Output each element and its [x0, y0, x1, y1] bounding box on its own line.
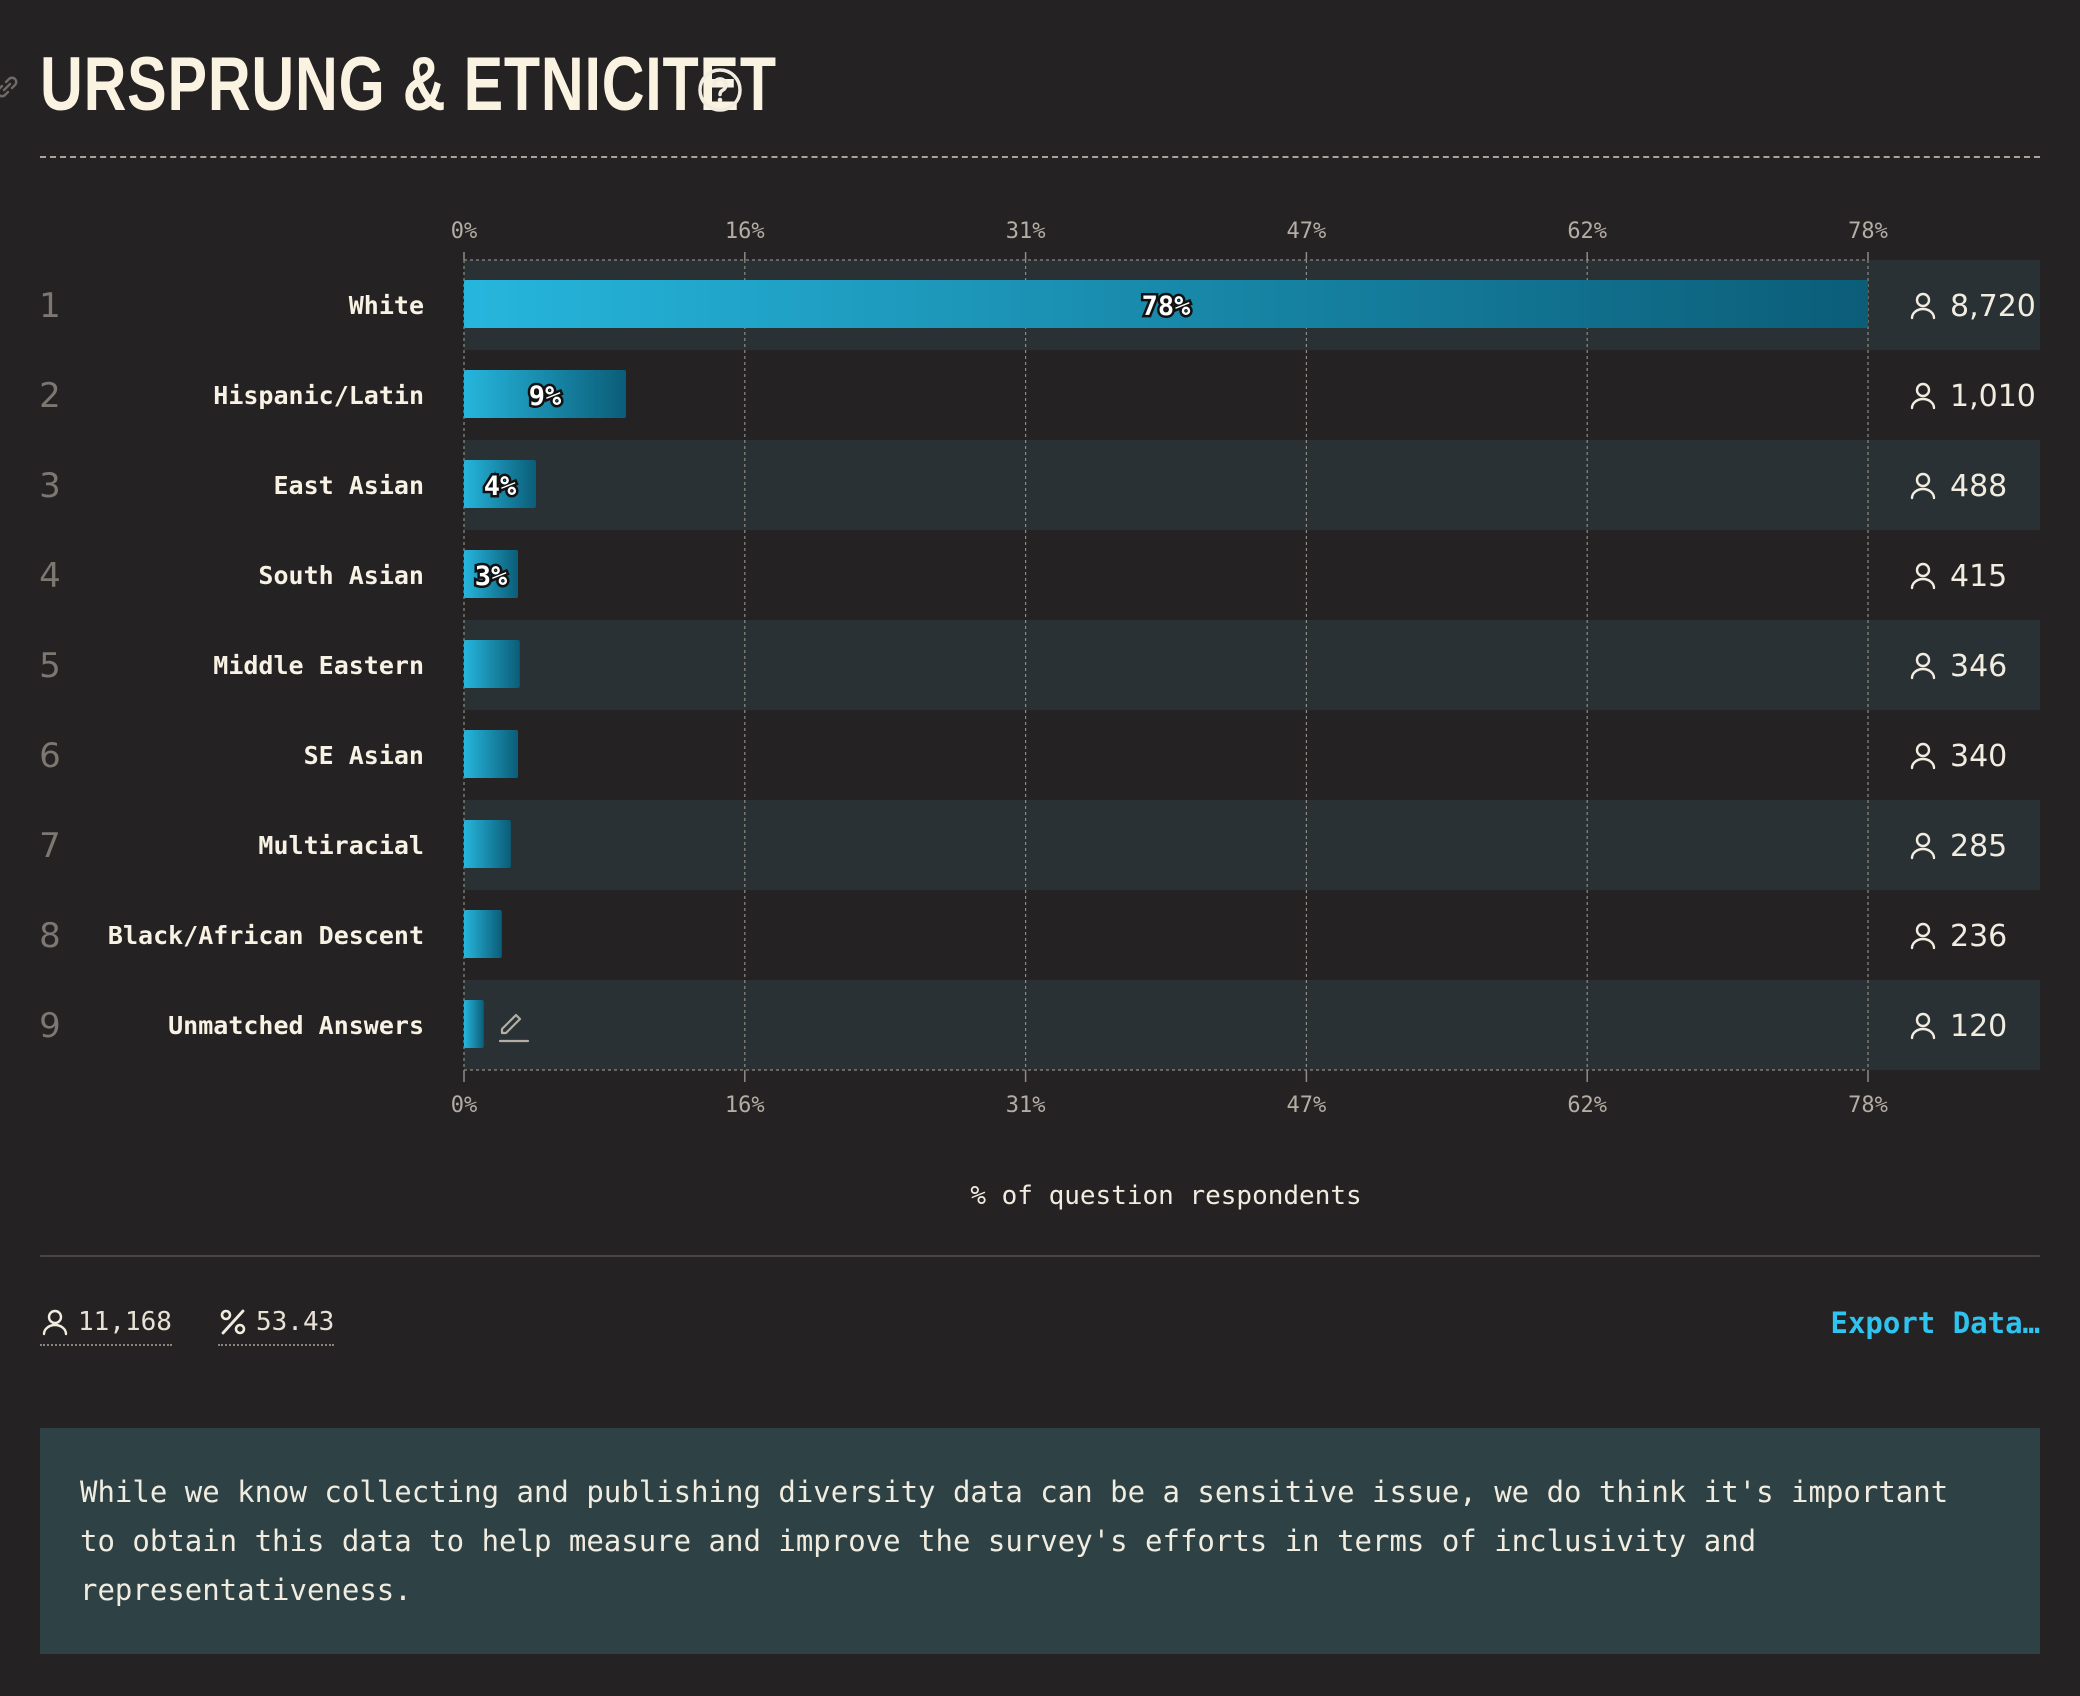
respondent-count: 1,010 — [1950, 379, 2036, 414]
respondents-count: 11,168 — [78, 1307, 172, 1337]
x-tick-label-top: 47% — [1287, 219, 1327, 244]
person-icon — [1910, 382, 1936, 410]
x-tick-label-bottom: 47% — [1287, 1093, 1327, 1118]
respondent-count: 8,720 — [1950, 289, 2036, 324]
person-icon — [1910, 742, 1936, 770]
person-icon — [1910, 472, 1936, 500]
rank-number: 6 — [39, 736, 61, 776]
bar[interactable] — [464, 550, 518, 598]
category-label[interactable]: Multiracial — [258, 831, 424, 860]
bar-value-label: 9% — [529, 381, 562, 412]
x-tick-label-top: 31% — [1006, 219, 1046, 244]
percent-value: 53.43 — [256, 1307, 335, 1337]
rank-number: 5 — [39, 646, 61, 686]
category-label[interactable]: East Asian — [273, 471, 424, 500]
row-background — [464, 620, 2040, 710]
person-icon — [1910, 652, 1936, 680]
x-tick-label-top: 16% — [725, 219, 765, 244]
category-label[interactable]: Black/African Descent — [108, 921, 424, 950]
category-label[interactable]: White — [349, 291, 424, 320]
respondents-stat[interactable]: 11,168 — [40, 1304, 172, 1346]
category-label[interactable]: Unmatched Answers — [168, 1011, 424, 1040]
bar[interactable] — [464, 820, 511, 868]
bar-value-label: 3% — [475, 561, 508, 592]
x-tick-label-bottom: 78% — [1848, 1093, 1888, 1118]
question-circle-icon[interactable] — [696, 66, 744, 114]
x-tick-label-bottom: 16% — [725, 1093, 765, 1118]
bar[interactable] — [464, 280, 1868, 328]
x-tick-label-top: 78% — [1848, 219, 1888, 244]
x-tick-label-bottom: 31% — [1006, 1093, 1046, 1118]
bar[interactable] — [464, 370, 626, 418]
rank-number: 9 — [39, 1006, 61, 1046]
rank-number: 8 — [39, 916, 61, 956]
person-icon — [1910, 832, 1936, 860]
person-icon — [1910, 562, 1936, 590]
bar[interactable] — [464, 910, 502, 958]
person-icon — [42, 1309, 68, 1336]
person-icon — [1910, 922, 1936, 950]
respondent-count: 236 — [1950, 919, 2007, 954]
respondent-count: 346 — [1950, 649, 2007, 684]
page-title: URSPRUNG & ETNICITET — [40, 42, 777, 127]
person-icon — [1910, 292, 1936, 320]
rank-number: 1 — [39, 286, 61, 326]
rank-number: 2 — [39, 376, 61, 416]
rank-number: 4 — [39, 556, 61, 596]
category-label[interactable]: Hispanic/Latin — [213, 381, 424, 410]
category-label[interactable]: South Asian — [258, 561, 424, 590]
row-background — [464, 800, 2040, 890]
respondent-count: 488 — [1950, 469, 2007, 504]
bar-value-label: 78% — [1142, 291, 1192, 322]
ethnicity-bar-chart: 0% 0% 16% 16% 31% 31% 47% 47% 62% 62% 78% 78% 1 White… — [39, 219, 2040, 1211]
note-text: While we know collecting and publishing … — [80, 1475, 1949, 1607]
x-tick-label-bottom: 62% — [1567, 1093, 1607, 1118]
info-note: While we know collecting and publishing … — [40, 1428, 2040, 1654]
x-axis-title: % of question respondents — [970, 1181, 1361, 1211]
respondent-count: 285 — [1950, 829, 2007, 864]
respondent-count: 120 — [1950, 1009, 2007, 1044]
x-tick-label-bottom: 0% — [451, 1093, 478, 1118]
link-icon[interactable] — [0, 74, 20, 100]
category-label[interactable]: SE Asian — [304, 741, 424, 770]
person-icon — [1910, 1012, 1936, 1040]
rank-number: 3 — [39, 466, 61, 506]
pencil-icon[interactable] — [498, 1013, 530, 1043]
percent-stat[interactable]: 53.43 — [218, 1304, 335, 1346]
respondent-count: 340 — [1950, 739, 2007, 774]
respondent-count: 415 — [1950, 559, 2007, 594]
x-tick-label-top: 62% — [1567, 219, 1607, 244]
bar-value-label: 4% — [484, 471, 517, 502]
category-label[interactable]: Middle Eastern — [213, 651, 424, 680]
title-divider — [40, 156, 2040, 158]
x-tick-label-top: 0% — [451, 219, 478, 244]
footer-divider — [40, 1255, 2040, 1257]
rank-number: 7 — [39, 826, 61, 866]
bar[interactable] — [464, 730, 518, 778]
row-background — [464, 980, 2040, 1070]
percent-icon — [220, 1309, 246, 1335]
bar[interactable] — [464, 460, 536, 508]
export-data-link[interactable]: Export Data… — [1830, 1306, 2040, 1340]
row-background — [464, 440, 2040, 530]
bar[interactable] — [464, 640, 520, 688]
bar[interactable] — [464, 1000, 484, 1048]
